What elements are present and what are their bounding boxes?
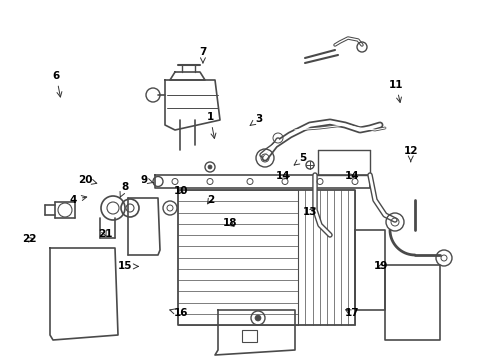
Text: 6: 6 [53, 71, 62, 97]
Text: 3: 3 [250, 114, 262, 125]
Text: 12: 12 [403, 146, 417, 162]
Text: 17: 17 [344, 308, 359, 318]
Text: 2: 2 [206, 195, 213, 205]
Text: 15: 15 [117, 261, 138, 271]
Text: 10: 10 [173, 186, 188, 196]
Text: 1: 1 [206, 112, 216, 138]
Text: 16: 16 [169, 308, 188, 318]
Circle shape [207, 165, 212, 169]
Text: 9: 9 [141, 175, 153, 185]
Text: 22: 22 [22, 234, 37, 244]
Text: 8: 8 [120, 182, 128, 198]
Text: 21: 21 [98, 229, 112, 239]
Text: 18: 18 [222, 218, 237, 228]
Text: 19: 19 [373, 261, 388, 271]
Text: 5: 5 [294, 153, 306, 165]
Circle shape [254, 315, 261, 321]
Text: 4: 4 [69, 195, 86, 205]
Text: 14: 14 [344, 171, 359, 181]
Text: 14: 14 [276, 171, 290, 181]
Text: 13: 13 [303, 207, 317, 217]
Bar [242, 330, 257, 342]
Text: 7: 7 [199, 47, 206, 63]
Text: 11: 11 [388, 80, 403, 103]
Text: 20: 20 [78, 175, 97, 185]
